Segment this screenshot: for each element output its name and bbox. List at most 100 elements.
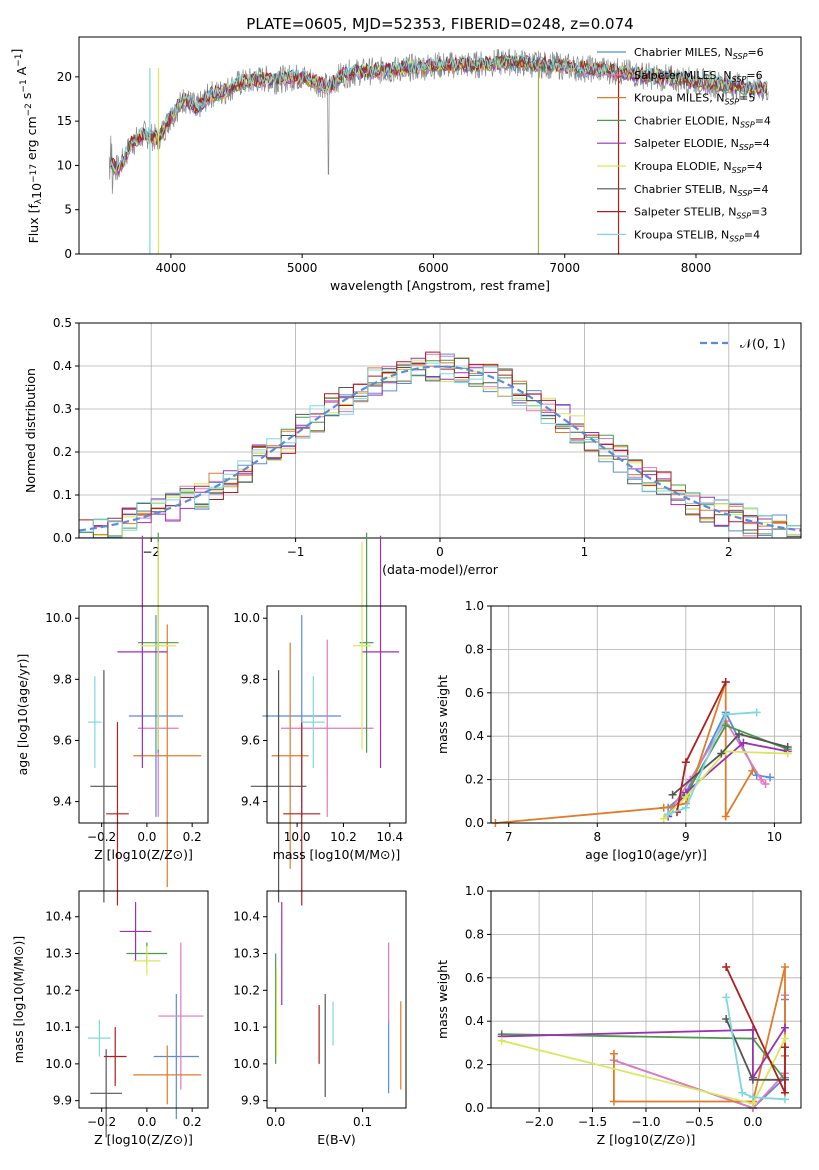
y-axis-label-part: −2 bbox=[24, 103, 34, 116]
x-tick-label: 10 bbox=[767, 830, 782, 844]
spectrum-frame bbox=[78, 36, 802, 255]
y-tick-label: 15 bbox=[57, 114, 72, 128]
legend-label-sub: SSP bbox=[736, 212, 751, 221]
weight-marker bbox=[748, 1075, 757, 1084]
x-tick-label: 0.2 bbox=[183, 1115, 202, 1129]
weight-line-5 bbox=[663, 750, 788, 820]
y-tick-label: 10.0 bbox=[233, 611, 260, 625]
y-tick-label: 10.4 bbox=[233, 910, 260, 924]
legend-label-main: Salpeter STELIB, N bbox=[634, 206, 736, 219]
y-axis-label-part: ] bbox=[9, 49, 24, 54]
y-tick-label: 10.3 bbox=[45, 947, 72, 961]
weight-vs-Z-series bbox=[497, 962, 789, 1112]
x-axis-label: (data-model)/error bbox=[382, 562, 499, 577]
x-axis-label: E(B-V) bbox=[317, 1132, 356, 1147]
x-tick-label: 6000 bbox=[418, 261, 449, 275]
mass-vs-EBV-frame bbox=[266, 890, 407, 1109]
y-tick-label: 10.0 bbox=[233, 1057, 260, 1071]
weight-vs-age-frame bbox=[490, 605, 802, 824]
legend-label-sub: SSP bbox=[724, 98, 739, 107]
x-tick-label: −1 bbox=[287, 545, 305, 559]
legend-label-main: Kroupa MILES, N bbox=[634, 92, 724, 105]
age-vs-mass-points bbox=[250, 532, 400, 906]
weight-marker bbox=[738, 1088, 747, 1097]
x-axis-label: wavelength [Angstrom, rest frame] bbox=[330, 278, 550, 293]
weight-marker bbox=[721, 812, 730, 821]
y-tick-label: 0.0 bbox=[465, 816, 484, 830]
x-tick-label: 7 bbox=[505, 830, 513, 844]
legend-label: Kroupa ELODIE, NSSP=4 bbox=[634, 160, 763, 175]
legend-label-main: Chabrier MILES, N bbox=[634, 46, 733, 59]
y-tick-label: 10.2 bbox=[233, 983, 260, 997]
y-tick-label: 10.1 bbox=[45, 1020, 72, 1034]
y-tick-label: 10.3 bbox=[233, 947, 260, 961]
x-tick-label: 7000 bbox=[549, 261, 580, 275]
legend-label-sub: SSP bbox=[729, 234, 744, 243]
y-tick-label: 0.6 bbox=[465, 686, 484, 700]
histogram-7 bbox=[79, 351, 801, 538]
weight-line-8 bbox=[725, 997, 786, 1101]
weight-vs-age-axes: 7 8 9 10 0.0 0.2 0.4 0.6 0.8 1.0 bbox=[465, 599, 801, 844]
age-vs-Z-frame bbox=[78, 605, 209, 824]
y-tick-label: 0.2 bbox=[465, 1058, 484, 1072]
model-spectrum-8 bbox=[110, 52, 768, 173]
x-tick-label: 4000 bbox=[156, 261, 187, 275]
x-tick-label: −0.2 bbox=[87, 830, 116, 844]
y-axis-label: Flux [fλ10−17 erg cm−2 s−1 A−1] bbox=[9, 49, 44, 244]
weight-vs-Z-axes: −2.0 −1.5 −1.0 −0.5 0.0 0.0 0.2 0.4 0.6 0.8 1.0 bbox=[465, 884, 801, 1129]
x-tick-label: 1 bbox=[581, 545, 589, 559]
y-axis-label-part: 10 bbox=[29, 183, 44, 199]
x-tick-label: 0.2 bbox=[183, 830, 202, 844]
weight-marker bbox=[752, 708, 761, 717]
weight-vs-Z-frame bbox=[490, 890, 802, 1109]
x-tick-label: 5000 bbox=[287, 261, 318, 275]
x-tick-label: −0.5 bbox=[685, 1115, 714, 1129]
histogram-8 bbox=[79, 361, 801, 538]
legend-label-main: Salpeter MILES, N bbox=[634, 69, 732, 82]
weight-marker bbox=[748, 766, 757, 775]
y-axis-label-part: −1 bbox=[14, 54, 24, 67]
y-tick-label: 9.8 bbox=[53, 672, 72, 686]
x-tick-label: −0.2 bbox=[87, 1115, 116, 1129]
legend-label: Chabrier STELIB, NSSP=4 bbox=[634, 183, 768, 198]
figure-title: PLATE=0605, MJD=52353, FIBERID=0248, z=0… bbox=[246, 15, 633, 33]
y-tick-label: 10.4 bbox=[45, 910, 72, 924]
y-axis-label-part: s bbox=[19, 93, 34, 104]
weight-marker bbox=[664, 810, 673, 819]
x-axis-label: age [log10(age/yr)] bbox=[585, 847, 707, 862]
y-tick-label: 9.9 bbox=[53, 1094, 72, 1108]
x-tick-label: −2.0 bbox=[525, 1115, 554, 1129]
x-tick-label: 0.0 bbox=[137, 830, 156, 844]
x-tick-label: 0.0 bbox=[266, 1115, 285, 1129]
legend-label: 𝒩(0, 1) bbox=[740, 336, 786, 351]
weight-marker bbox=[735, 730, 743, 739]
weight-marker bbox=[659, 803, 668, 812]
legend-label-sub: SSP bbox=[739, 143, 754, 152]
weight-marker bbox=[748, 1093, 757, 1102]
weight-marker bbox=[609, 1049, 618, 1058]
weight-line-2 bbox=[495, 681, 754, 824]
legend-label-main: Kroupa ELODIE, N bbox=[634, 160, 732, 173]
y-tick-label: 1.0 bbox=[465, 599, 484, 613]
y-tick-label: 9.4 bbox=[53, 795, 72, 809]
y-tick-label: 0.2 bbox=[53, 445, 72, 459]
normal-curve bbox=[79, 365, 801, 532]
y-tick-label: 0.0 bbox=[53, 531, 72, 545]
weight-line-6 bbox=[672, 732, 788, 796]
y-tick-label: 9.8 bbox=[241, 672, 260, 686]
y-tick-label: 0.6 bbox=[465, 971, 484, 985]
y-axis-label: mass weight bbox=[435, 960, 450, 1039]
x-tick-label: 8000 bbox=[681, 261, 712, 275]
legend-label-tail: =3 bbox=[751, 206, 767, 219]
y-tick-label: 0.4 bbox=[465, 729, 484, 743]
mass-vs-Z-points bbox=[88, 902, 204, 1138]
legend-label-main: Chabrier ELODIE, N bbox=[634, 114, 740, 127]
y-tick-label: 10.0 bbox=[45, 1057, 72, 1071]
weight-marker bbox=[739, 738, 748, 747]
weight-marker bbox=[717, 749, 726, 758]
legend-label: Kroupa MILES, NSSP=5 bbox=[634, 92, 755, 107]
weight-vs-age-series bbox=[491, 677, 792, 827]
y-tick-label: 10.2 bbox=[45, 983, 72, 997]
x-tick-label: 10.4 bbox=[376, 830, 403, 844]
